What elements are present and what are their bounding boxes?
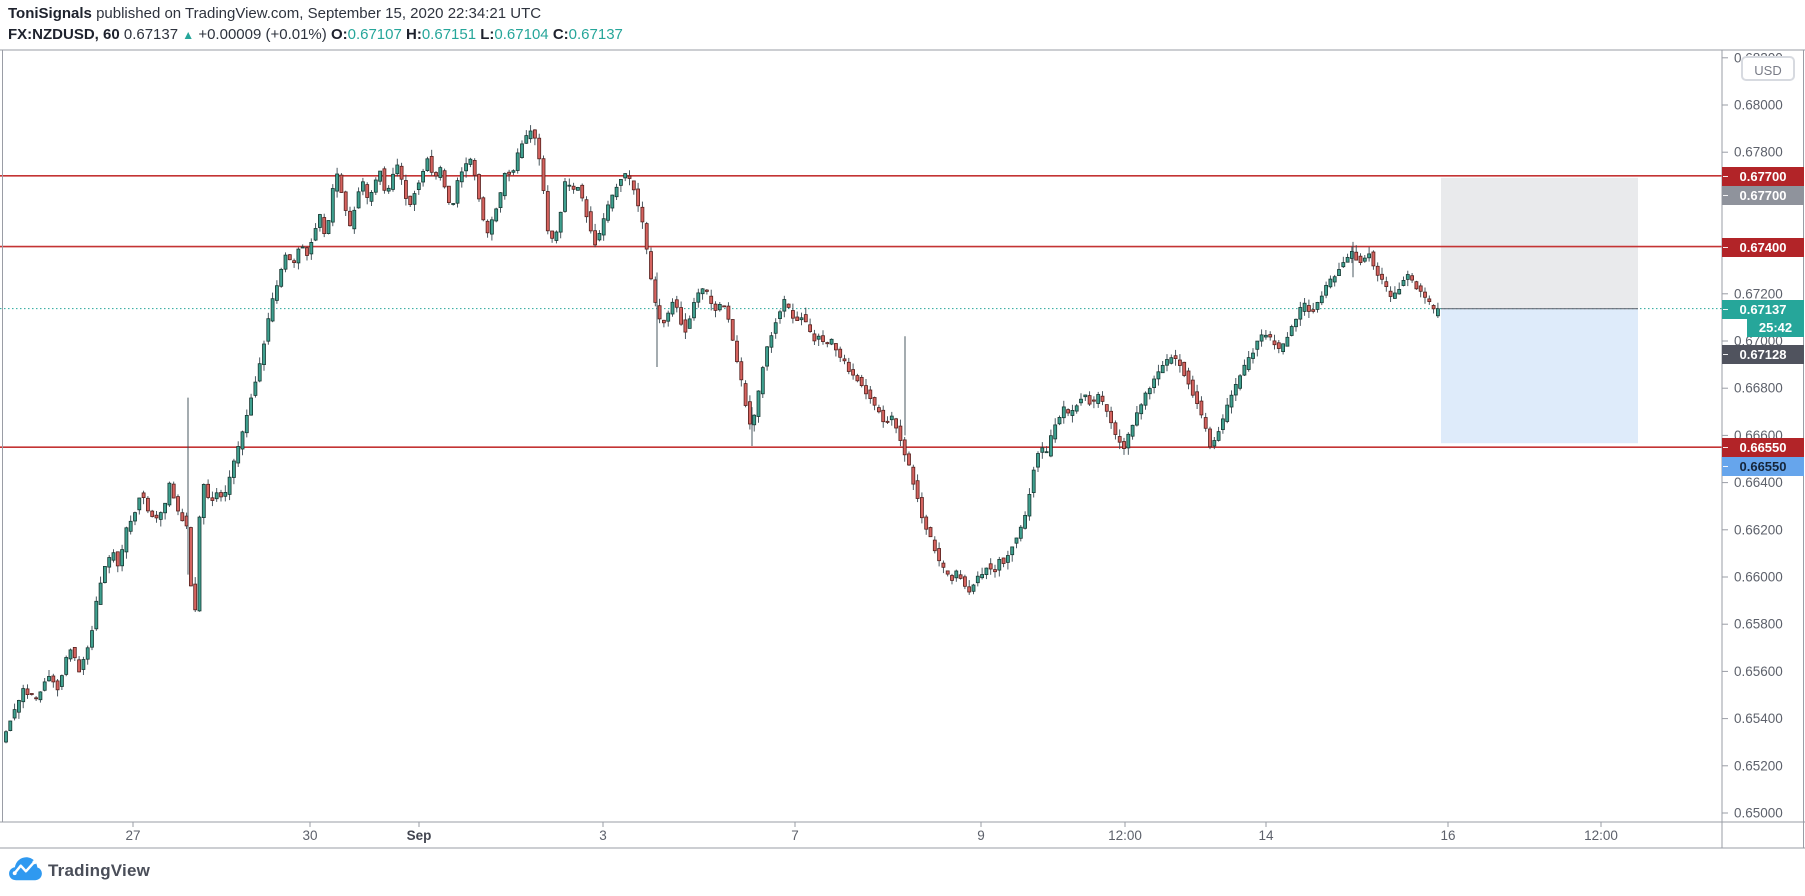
symbol-interval-label: FX:NZDUSD, 60 — [8, 26, 120, 43]
byline-text: published on TradingView.com, September … — [91, 5, 542, 22]
price-change: +0.00009 (+0.01%) — [198, 26, 327, 43]
low-label: L: — [480, 26, 495, 43]
tradingview-logo-text: TradingView — [48, 860, 151, 880]
axis-label-level-red: 0.67400 — [1722, 237, 1804, 257]
axis-label-box-bottom-blue: 0.66550 — [1722, 456, 1804, 476]
price-tick-label: 0.65800 — [1734, 617, 1783, 632]
price-tick-label: 0.66200 — [1734, 522, 1783, 537]
close-value: 0.67137 — [568, 26, 623, 43]
axis-label-level-red: 0.67700 — [1722, 166, 1804, 186]
time-tick-label: 12:00 — [1108, 828, 1142, 843]
price-tick-label: 0.66000 — [1734, 570, 1783, 585]
axis-label-box-top-gray: 0.67700 — [1722, 185, 1804, 205]
time-tick-label: 14 — [1258, 828, 1274, 843]
time-tick-label: Sep — [407, 828, 432, 843]
currency-badge: USD — [1741, 56, 1795, 81]
time-tick-label: 16 — [1440, 828, 1455, 843]
time-tick-label: 12:00 — [1584, 828, 1618, 843]
time-tick-label: 3 — [599, 828, 607, 843]
time-tick-label: 30 — [302, 828, 317, 843]
price-tick-label: 0.67800 — [1734, 145, 1783, 160]
byline: ToniSignals published on TradingView.com… — [8, 5, 541, 22]
price-tick-label: 0.67200 — [1734, 286, 1783, 301]
low-value: 0.67104 — [494, 26, 549, 43]
candle-wicks — [5, 125, 1439, 744]
up-arrow-icon: ▲ — [182, 28, 195, 42]
open-value: 0.67107 — [347, 26, 402, 43]
position-box-upper[interactable] — [1441, 177, 1638, 309]
time-scale[interactable]: 27 30 Sep 3 7 9 12:00 14 16 12:00 — [125, 822, 1618, 843]
axis-label-level-red: 0.66550 — [1722, 437, 1804, 457]
tradingview-logo-icon — [8, 853, 42, 888]
open-label: O: — [330, 26, 348, 43]
symbol-ohlc-row: FX:NZDUSD, 60 0.67137 ▲ +0.00009 (+0.01%… — [8, 26, 623, 43]
price-tick-label: 0.65600 — [1734, 664, 1783, 679]
price-tick-label: 0.66400 — [1734, 475, 1783, 490]
high-label: H: — [406, 26, 422, 43]
price-tick-label: 0.66800 — [1734, 381, 1783, 396]
high-value: 0.67151 — [421, 26, 477, 43]
price-tick-label: 0.65000 — [1734, 806, 1783, 821]
axis-label-entry-dark: 0.67128 — [1722, 344, 1804, 364]
candle-bodies — [4, 129, 1440, 743]
tradingview-logo-link[interactable]: TradingView — [8, 853, 150, 888]
author-name: ToniSignals — [8, 5, 92, 22]
time-tick-label: 7 — [791, 828, 799, 843]
price-tick-label: 0.65400 — [1734, 711, 1783, 726]
position-box-lower[interactable] — [1441, 308, 1638, 444]
close-label: C: — [552, 26, 569, 43]
price-tick-label: 0.65200 — [1734, 758, 1783, 773]
last-price: 0.67137 — [123, 26, 179, 43]
price-tick-label: 0.68000 — [1734, 98, 1783, 113]
bar-countdown: 25:42 — [1747, 319, 1804, 337]
time-tick-label: 27 — [125, 828, 140, 843]
time-tick-label: 9 — [977, 828, 985, 843]
axis-label-last-price-teal: 0.67137 — [1722, 299, 1804, 319]
